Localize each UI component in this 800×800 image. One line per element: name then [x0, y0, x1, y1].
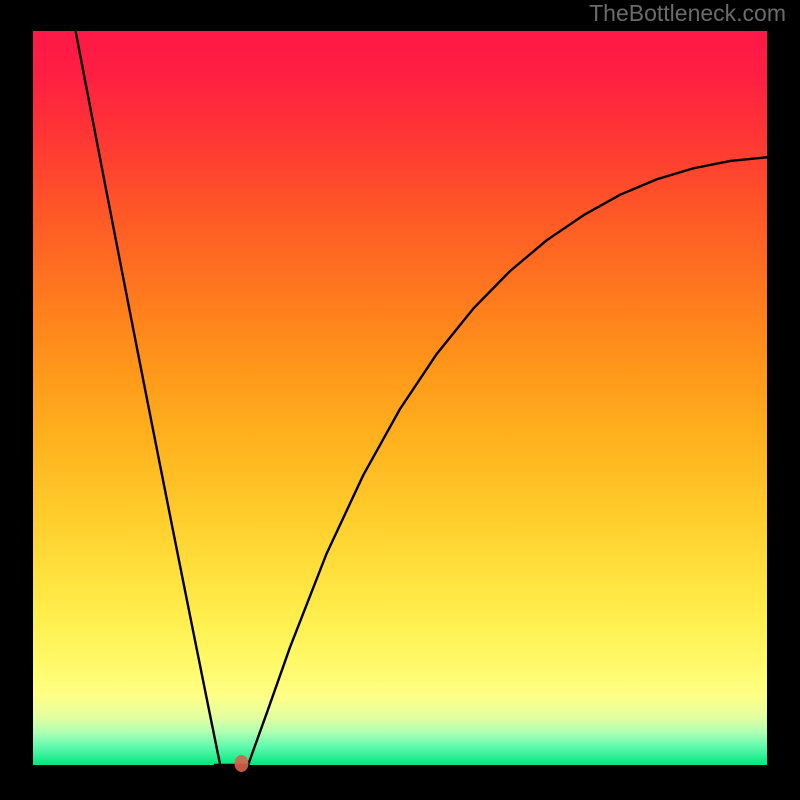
optimal-point-marker	[234, 755, 248, 772]
bottleneck-chart: TheBottleneck.com	[0, 0, 800, 800]
chart-svg	[0, 0, 800, 800]
chart-gradient-bg	[33, 31, 767, 765]
watermark-text: TheBottleneck.com	[589, 0, 786, 27]
